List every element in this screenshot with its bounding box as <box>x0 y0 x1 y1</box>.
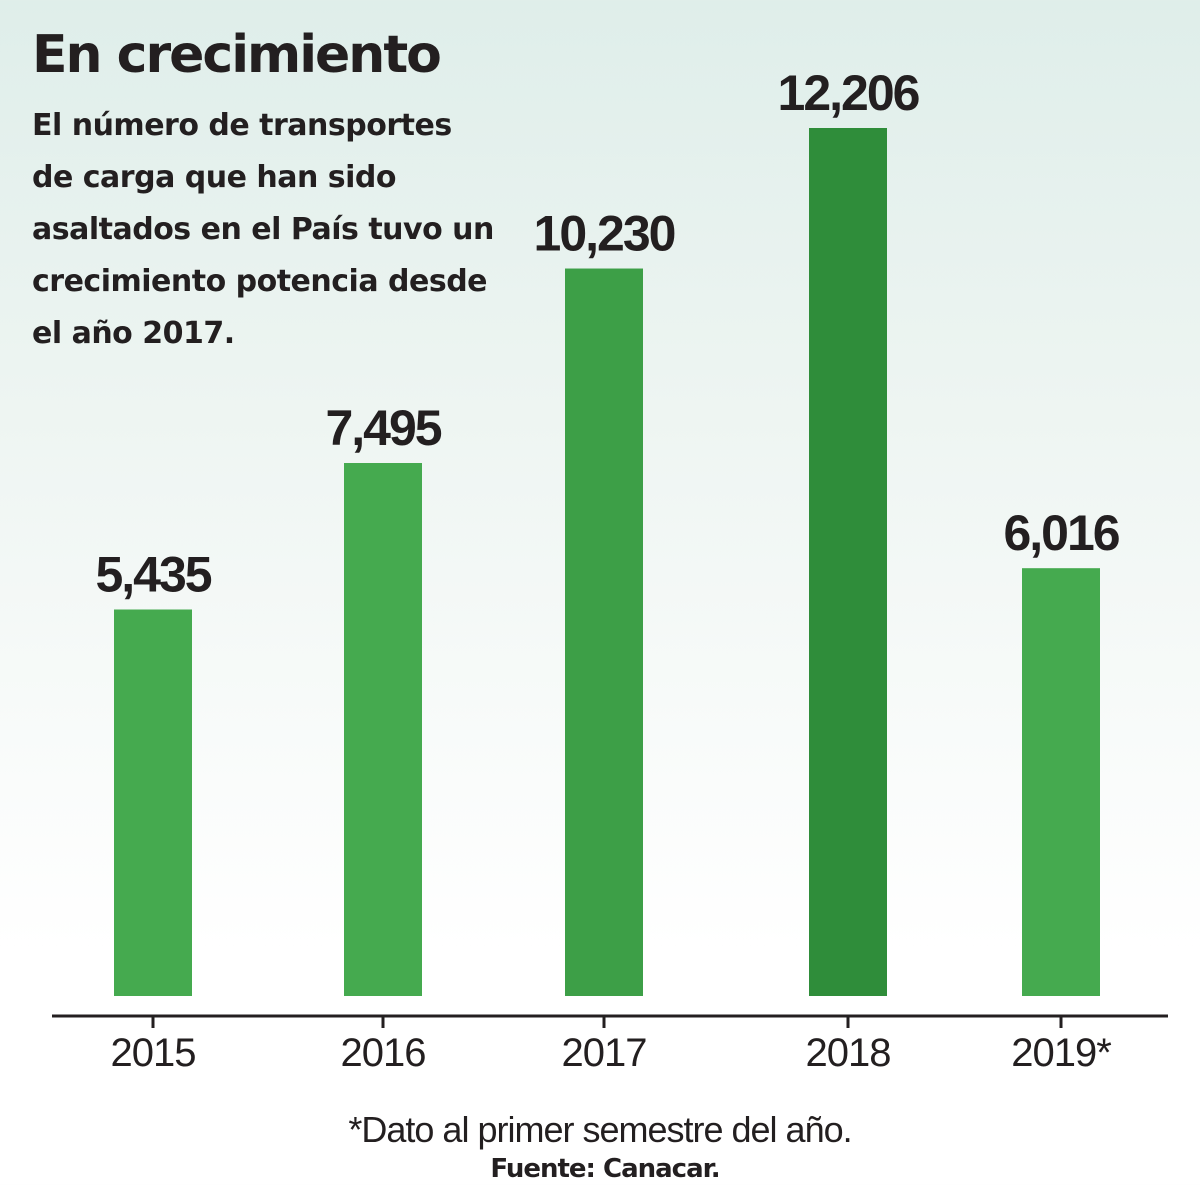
bar-2019 <box>1022 568 1100 996</box>
chart-title: En crecimiento <box>32 25 442 85</box>
value-label: 12,206 <box>778 65 919 121</box>
bar-2017 <box>565 268 643 996</box>
x-axis-tick-labels-group: 2015 2016 2017 2018 2019* <box>111 1031 1113 1075</box>
bar-2016 <box>344 463 422 996</box>
value-labels-group: 5,435 7,495 10,230 12,206 6,016 <box>95 65 1120 603</box>
chart-subtitle: El número de transportes de carga que ha… <box>32 108 494 351</box>
bar-2015 <box>114 609 192 996</box>
footnote: *Dato al primer semestre del año. <box>348 1109 852 1150</box>
x-tick-label: 2019* <box>1011 1031 1111 1075</box>
x-axis-ticks-group <box>151 1016 1063 1028</box>
x-tick-label: 2016 <box>341 1031 426 1075</box>
source-credit: Fuente: Canacar. <box>490 1154 720 1184</box>
value-label: 5,435 <box>95 547 211 603</box>
value-label: 7,495 <box>325 400 441 456</box>
x-tick-label: 2017 <box>562 1031 647 1075</box>
bars-group <box>114 128 1100 996</box>
value-label: 10,230 <box>534 206 675 262</box>
value-label: 6,016 <box>1003 505 1118 561</box>
bar-2018 <box>809 128 887 996</box>
x-tick-label: 2018 <box>806 1031 891 1075</box>
x-tick-label: 2015 <box>111 1031 196 1075</box>
